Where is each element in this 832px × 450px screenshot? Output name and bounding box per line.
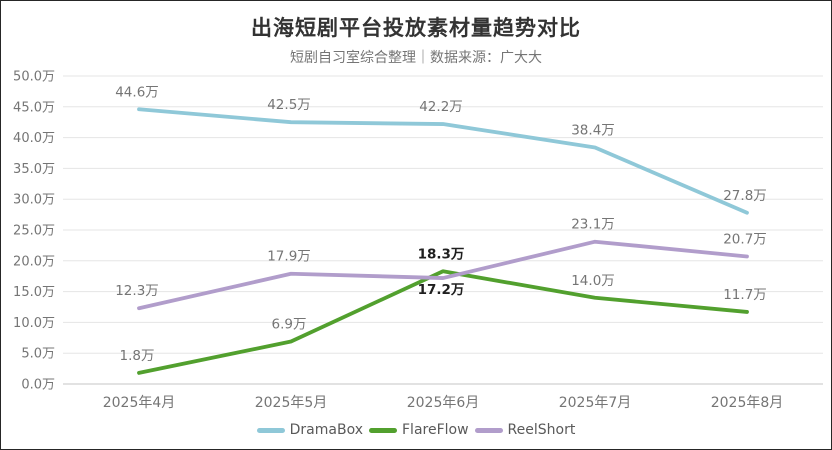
legend-item-flareflow[interactable]: FlareFlow: [369, 422, 469, 438]
chart-title: 出海短剧平台投放素材量趋势对比: [251, 16, 581, 40]
data-label-flareflow-0: 1.8万: [120, 348, 155, 364]
data-label-dramabox-4: 27.8万: [723, 188, 767, 204]
series-line-flareflow: [137, 269, 749, 375]
data-label-flareflow-2: 18.3万: [418, 246, 465, 262]
y-tick-label: 15.0万: [13, 285, 55, 300]
legend-item-reelshort[interactable]: ReelShort: [474, 422, 576, 438]
legend-marker-flareflow: [369, 427, 397, 433]
y-tick-label: 50.0万: [13, 70, 55, 85]
data-label-reelshort-4: 20.7万: [723, 231, 767, 247]
y-tick-label: 10.0万: [13, 316, 55, 331]
data-label-reelshort-0: 12.3万: [115, 283, 159, 299]
data-label-reelshort-1: 17.9万: [267, 249, 311, 265]
y-tick-label: 30.0万: [13, 193, 55, 208]
data-label-flareflow-4: 11.7万: [723, 287, 767, 303]
data-label-dramabox-2: 42.2万: [419, 99, 463, 115]
y-tick-label: 35.0万: [13, 162, 55, 177]
y-tick-label: 20.0万: [13, 254, 55, 269]
chart-legend: DramaBox FlareFlow ReelShort: [1, 421, 831, 439]
data-label-reelshort-3: 23.1万: [571, 217, 615, 233]
x-tick-label: 2025年4月: [103, 395, 176, 411]
series-line-dramabox: [137, 107, 749, 215]
legend-label: DramaBox: [289, 422, 363, 438]
y-tick-label: 40.0万: [13, 131, 55, 146]
y-tick-label: 25.0万: [13, 224, 55, 239]
x-tick-label: 2025年6月: [407, 395, 480, 411]
chart-subtitle: 短剧自习室综合整理｜数据来源：广大大: [290, 50, 542, 66]
x-tick-label: 2025年7月: [559, 395, 632, 411]
data-label-dramabox-3: 38.4万: [571, 122, 615, 138]
legend-marker-reelshort: [474, 427, 503, 433]
legend-marker-dramabox: [256, 427, 285, 433]
data-label-dramabox-1: 42.5万: [267, 97, 311, 113]
legend-label: ReelShort: [507, 422, 576, 438]
data-label-flareflow-1: 6.9万: [272, 316, 307, 332]
y-tick-label: 5.0万: [21, 347, 55, 362]
x-tick-label: 2025年5月: [255, 395, 328, 411]
y-tick-label: 0.0万: [21, 378, 55, 393]
y-tick-label: 45.0万: [13, 100, 55, 115]
legend-item-dramabox[interactable]: DramaBox: [256, 422, 363, 438]
data-label-flareflow-3: 14.0万: [571, 273, 615, 289]
data-label-reelshort-2: 17.2万: [418, 282, 465, 298]
data-label-dramabox-0: 44.6万: [115, 84, 159, 100]
series-line-reelshort: [137, 239, 749, 311]
x-tick-label: 2025年8月: [711, 395, 784, 411]
legend-label: FlareFlow: [402, 422, 469, 438]
